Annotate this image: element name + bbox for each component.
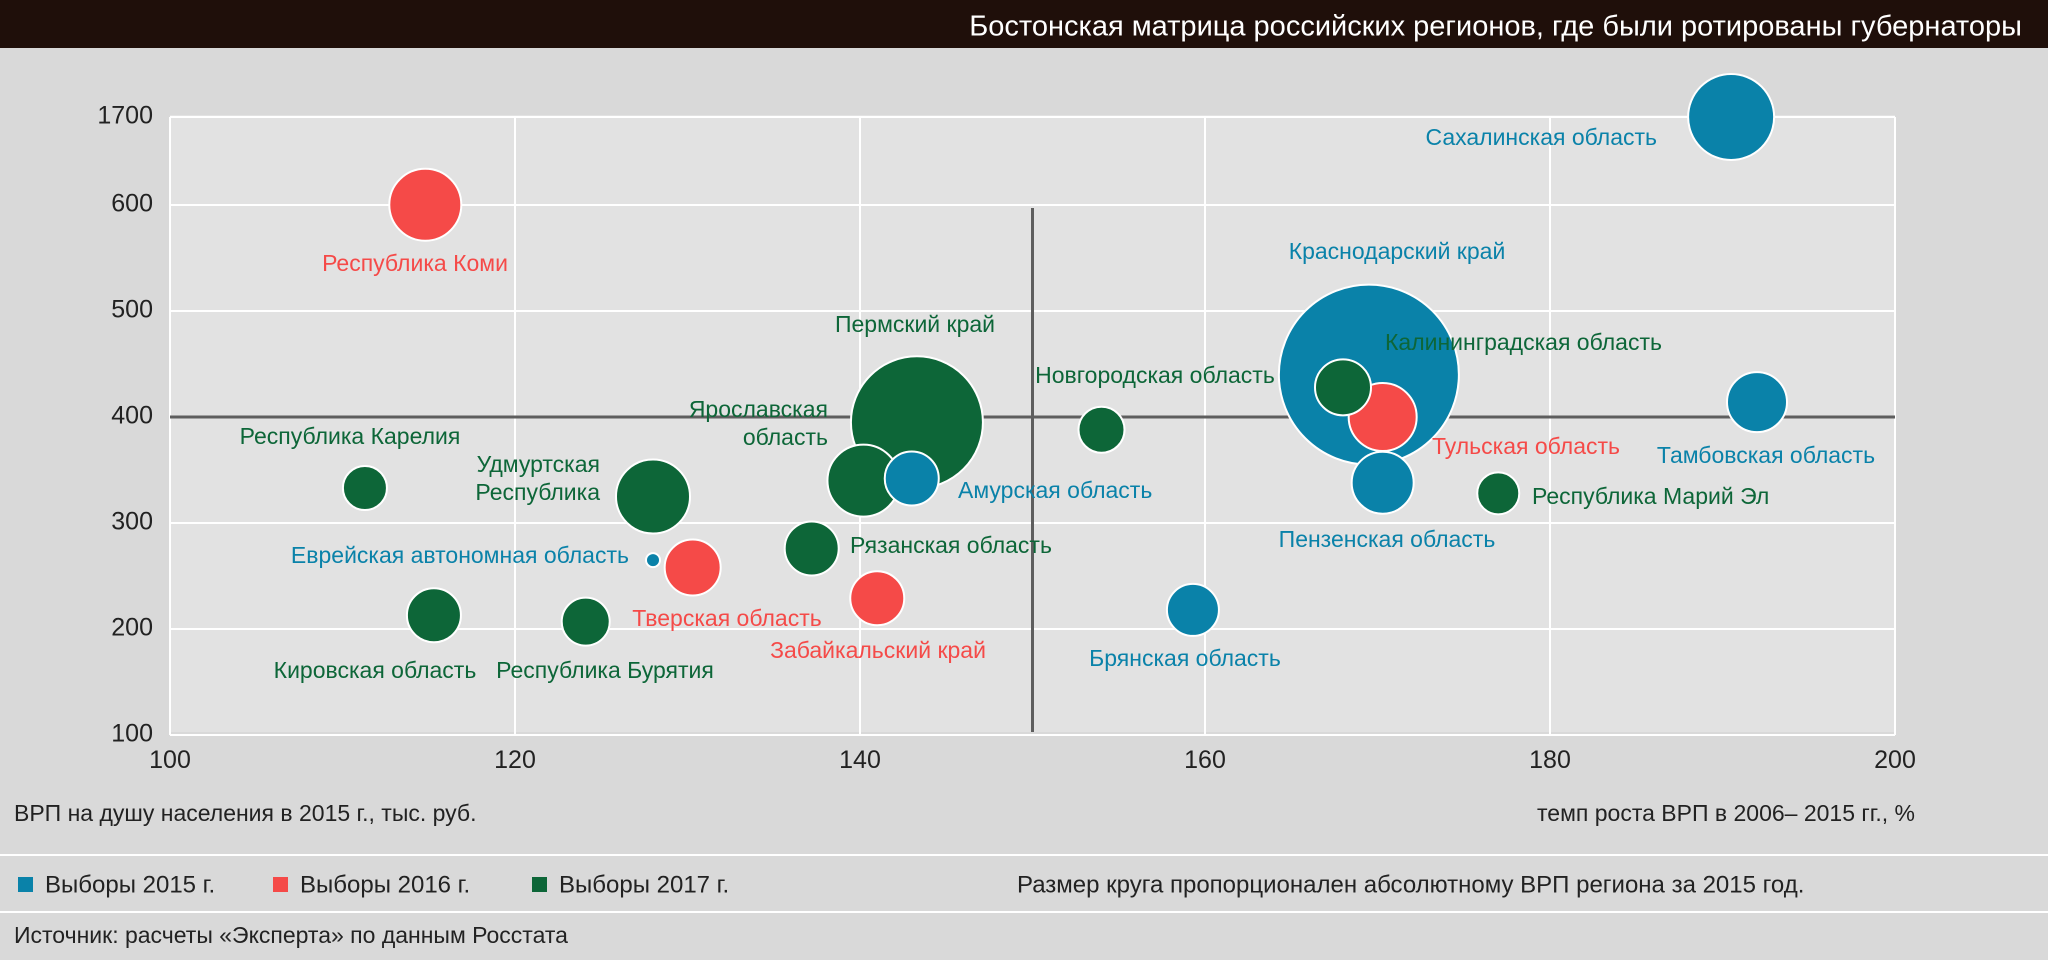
bubble-label: Республика Бурятия bbox=[496, 657, 714, 683]
y-tick-label: 300 bbox=[111, 508, 153, 536]
bubble-label: Республика bbox=[475, 479, 600, 505]
bubble-point bbox=[341, 465, 388, 512]
x-tick-label: 140 bbox=[839, 746, 881, 774]
bubble-point bbox=[560, 596, 611, 647]
x-tick-label: 100 bbox=[149, 746, 191, 774]
legend-label-2015: Выборы 2015 г. bbox=[45, 871, 215, 898]
y-tick-label: 100 bbox=[111, 720, 153, 748]
bubbles bbox=[341, 73, 1788, 647]
bubble-point bbox=[1165, 582, 1220, 637]
size-note: Размер круга пропорционален абсолютному … bbox=[1017, 871, 1804, 898]
bubble-label: Сахалинская область bbox=[1425, 124, 1657, 150]
bubble-label: Ярославская bbox=[689, 396, 828, 422]
bubble-labels: Сахалинская область Республика Коми Красно… bbox=[240, 124, 1875, 683]
legend-label-2017: Выборы 2017 г. bbox=[559, 871, 729, 898]
bubble-point bbox=[883, 450, 940, 507]
bubble-label: область bbox=[743, 424, 828, 450]
legend: Выборы 2015 г. Выборы 2016 г. Выборы 201… bbox=[18, 871, 729, 898]
bubble-label: Калининградская область bbox=[1385, 329, 1662, 355]
bubble-point bbox=[388, 167, 463, 242]
bubble-point bbox=[1314, 358, 1372, 417]
bubble-label: Кировская область bbox=[274, 657, 477, 683]
header-bar bbox=[0, 0, 2048, 48]
legend-swatch-2017 bbox=[532, 877, 547, 892]
bubble-label: Тульская область bbox=[1432, 433, 1620, 459]
y-tick-label: 600 bbox=[111, 190, 153, 218]
bubble-label: Амурская область bbox=[958, 477, 1152, 503]
bubble-point bbox=[1350, 450, 1415, 515]
bubble-label: Еврейская автономная область bbox=[291, 542, 629, 568]
bubble-label: Новгородская область bbox=[1035, 362, 1275, 388]
y-axis-title: ВРП на душу населения в 2015 г., тыс. ру… bbox=[14, 800, 477, 826]
bubble-label: Пензенская область bbox=[1279, 526, 1496, 552]
x-tick-label: 120 bbox=[494, 746, 536, 774]
bubble-label: Тверская область bbox=[632, 605, 821, 631]
y-tick-label: 400 bbox=[111, 402, 153, 430]
bubble-label: Забайкальский край bbox=[770, 637, 986, 663]
bubble-point bbox=[783, 520, 840, 577]
bubble-label: Рязанская область bbox=[850, 532, 1052, 558]
x-tick-label: 200 bbox=[1874, 746, 1916, 774]
bubble-point bbox=[1726, 371, 1788, 434]
y-tick-label: 1700 bbox=[97, 102, 153, 130]
x-tick-label: 180 bbox=[1529, 746, 1571, 774]
bubble-label: Пермский край bbox=[835, 311, 995, 337]
bubble-point bbox=[645, 552, 661, 569]
bubble-point bbox=[1077, 405, 1126, 454]
bubble-label: Краснодарский край bbox=[1289, 238, 1506, 264]
legend-label-2016: Выборы 2016 г. bbox=[300, 871, 470, 898]
bubble-label: Тамбовская область bbox=[1657, 442, 1875, 468]
bubble-point bbox=[405, 587, 462, 644]
bubble-point bbox=[1476, 471, 1521, 516]
x-tick-label: 160 bbox=[1184, 746, 1226, 774]
x-axis-title: темп роста ВРП в 2006– 2015 гг., % bbox=[1537, 800, 1915, 826]
bubble-label: Удмуртская bbox=[477, 451, 600, 477]
y-tick-labels: 100 200 300 400 500 600 1700 bbox=[97, 102, 153, 748]
bubble-label: Республика Коми bbox=[322, 250, 508, 276]
bubble-label: Брянская область bbox=[1089, 645, 1281, 671]
bubble-point bbox=[1687, 73, 1776, 161]
bubble-point bbox=[849, 570, 906, 627]
source-note: Источник: расчеты «Эксперта» по данным Р… bbox=[14, 922, 568, 948]
x-tick-labels: 100 120 140 160 180 200 bbox=[149, 746, 1916, 774]
bubble-point bbox=[615, 458, 691, 535]
legend-swatch-2015 bbox=[18, 877, 33, 892]
bubble-label: Республика Карелия bbox=[240, 423, 461, 449]
page-title: Бостонская матрица российских регионов, … bbox=[969, 11, 2022, 43]
y-tick-label: 200 bbox=[111, 614, 153, 642]
bubble-label: Республика Марий Эл bbox=[1532, 483, 1769, 509]
y-tick-label: 500 bbox=[111, 296, 153, 324]
quadrant-dividers bbox=[170, 208, 1895, 732]
bubble-point bbox=[663, 538, 722, 597]
legend-swatch-2016 bbox=[273, 877, 288, 892]
